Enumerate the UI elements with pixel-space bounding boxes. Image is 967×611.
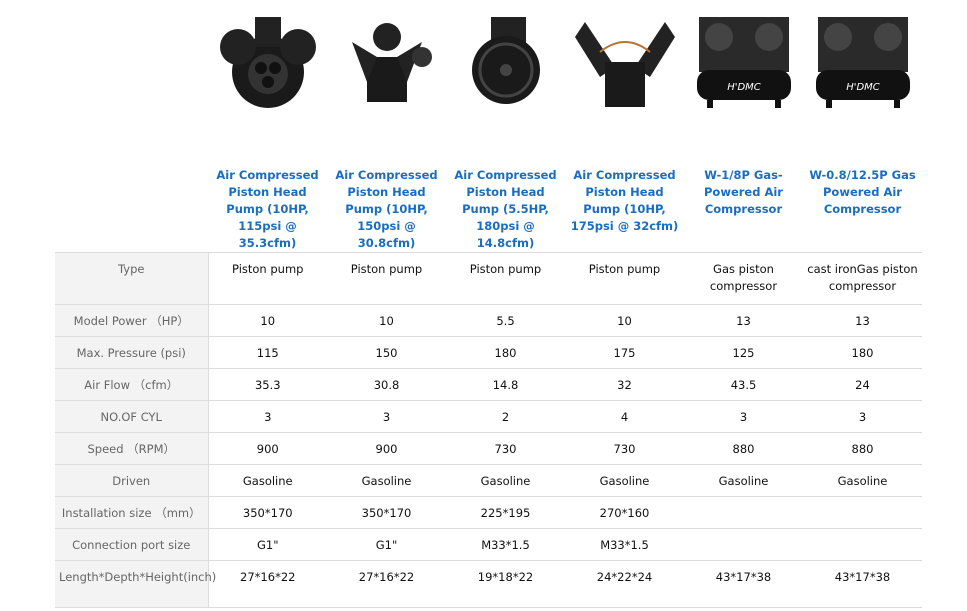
product-title-link[interactable]: Air Compressed Piston Head Pump (10HP, 1… bbox=[335, 168, 438, 250]
spec-label: Air Flow （cfm） bbox=[55, 368, 209, 401]
spec-value: Gasoline bbox=[446, 464, 565, 497]
spec-value: 730 bbox=[446, 432, 565, 465]
spec-value: 14.8 bbox=[446, 368, 565, 401]
spec-value: 270*160 bbox=[565, 496, 684, 529]
spec-value: G1" bbox=[208, 528, 327, 561]
spec-value: Piston pump bbox=[208, 252, 327, 305]
spec-value: Piston pump bbox=[446, 252, 565, 305]
spec-label: Length*Depth*Height(inch) bbox=[55, 560, 216, 608]
spec-value: 24 bbox=[803, 368, 922, 401]
spec-value: 4 bbox=[565, 400, 684, 433]
spec-row: Type Piston pump Piston pump Piston pump Pis… bbox=[55, 252, 922, 305]
spec-value: 43*17*38 bbox=[803, 560, 922, 608]
spec-value: Gasoline bbox=[208, 464, 327, 497]
spec-value: 180 bbox=[803, 336, 922, 369]
spec-label: Model Power （HP） bbox=[55, 304, 209, 337]
spec-value: M33*1.5 bbox=[565, 528, 684, 561]
product-title-link[interactable]: Air Compressed Piston Head Pump (5.5HP, … bbox=[454, 168, 557, 250]
spec-value: 27*16*22 bbox=[327, 560, 446, 608]
spec-value: 115 bbox=[208, 336, 327, 369]
spec-value: 10 bbox=[208, 304, 327, 337]
spec-value: Gas piston compressor bbox=[684, 252, 803, 305]
spec-value: 3 bbox=[208, 400, 327, 433]
spec-value: 880 bbox=[684, 432, 803, 465]
title-row: Air Compressed Piston Head Pump (10HP, 1… bbox=[55, 115, 922, 253]
image-row: H'DMC H'DMC bbox=[55, 0, 922, 115]
spec-value: 2 bbox=[446, 400, 565, 433]
product-image[interactable] bbox=[446, 0, 565, 115]
spec-label: NO.OF CYL bbox=[55, 400, 209, 433]
spec-label: Type bbox=[55, 252, 209, 305]
svg-text:H'DMC: H'DMC bbox=[727, 82, 761, 93]
spec-value: Gasoline bbox=[565, 464, 684, 497]
spec-value: 180 bbox=[446, 336, 565, 369]
spec-value: Gasoline bbox=[803, 464, 922, 497]
spec-value: 350*170 bbox=[208, 496, 327, 529]
product-title-link[interactable]: W-1/8P Gas-Powered Air Compressor bbox=[704, 168, 783, 216]
spec-label: Driven bbox=[55, 464, 209, 497]
spec-value: 10 bbox=[327, 304, 446, 337]
spec-label: Connection port size bbox=[55, 528, 209, 561]
spec-value: 10 bbox=[565, 304, 684, 337]
spec-value: G1" bbox=[327, 528, 446, 561]
spec-value: Piston pump bbox=[565, 252, 684, 305]
spec-row: Speed （RPM） 900 900 730 730 880 880 bbox=[55, 432, 922, 465]
spec-value: 730 bbox=[565, 432, 684, 465]
spec-value: 125 bbox=[684, 336, 803, 369]
spec-row: Air Flow （cfm） 35.3 30.8 14.8 32 43.5 24 bbox=[55, 368, 922, 401]
product-image[interactable] bbox=[327, 0, 446, 115]
spec-row: NO.OF CYL 3 3 2 4 3 3 bbox=[55, 400, 922, 433]
spec-value: 880 bbox=[803, 432, 922, 465]
spec-value: 150 bbox=[327, 336, 446, 369]
spec-value: 175 bbox=[565, 336, 684, 369]
spec-value: Gasoline bbox=[684, 464, 803, 497]
spec-row: Length*Depth*Height(inch) 27*16*22 27*16*2… bbox=[55, 560, 922, 608]
spec-row: Model Power （HP） 10 10 5.5 10 13 13 bbox=[55, 304, 922, 337]
spec-value: Piston pump bbox=[327, 252, 446, 305]
spec-value: Gasoline bbox=[327, 464, 446, 497]
spec-row: Max. Pressure (psi) 115 150 180 175 125 180 bbox=[55, 336, 922, 369]
spec-value bbox=[803, 496, 922, 529]
product-image[interactable]: H'DMC bbox=[684, 0, 803, 115]
spec-value: 13 bbox=[803, 304, 922, 337]
spec-value: 900 bbox=[208, 432, 327, 465]
spec-label: Speed （RPM） bbox=[55, 432, 209, 465]
svg-text:H'DMC: H'DMC bbox=[846, 82, 880, 93]
product-title-link[interactable]: W-0.8/12.5P Gas Powered Air Compressor bbox=[809, 168, 916, 216]
spec-value bbox=[803, 528, 922, 561]
spec-value: 24*22*24 bbox=[565, 560, 684, 608]
product-title-link[interactable]: Air Compressed Piston Head Pump (10HP, 1… bbox=[216, 168, 319, 250]
product-image[interactable]: H'DMC bbox=[803, 0, 922, 115]
spec-value: 350*170 bbox=[327, 496, 446, 529]
product-title-link[interactable]: Air Compressed Piston Head Pump (10HP, 1… bbox=[570, 168, 679, 233]
spec-value: 225*195 bbox=[446, 496, 565, 529]
spec-row: Installation size （mm） 350*170 350*170 225*… bbox=[55, 496, 922, 529]
spec-value: M33*1.5 bbox=[446, 528, 565, 561]
spec-value: 900 bbox=[327, 432, 446, 465]
spec-value: 3 bbox=[803, 400, 922, 433]
spec-value: 32 bbox=[565, 368, 684, 401]
spec-label: Installation size （mm） bbox=[55, 496, 209, 529]
spec-value: 5.5 bbox=[446, 304, 565, 337]
product-image[interactable] bbox=[565, 0, 684, 115]
spec-value bbox=[684, 496, 803, 529]
spec-value: 35.3 bbox=[208, 368, 327, 401]
spec-value: 27*16*22 bbox=[208, 560, 327, 608]
product-image[interactable] bbox=[208, 0, 327, 115]
comparison-table: H'DMC H'DMC Air Compressed Piston Head P… bbox=[55, 0, 922, 608]
spec-row: Driven Gasoline Gasoline Gasoline Gasoline Ga… bbox=[55, 464, 922, 497]
spec-value: 43.5 bbox=[684, 368, 803, 401]
spec-value: 3 bbox=[684, 400, 803, 433]
spec-value bbox=[684, 528, 803, 561]
spec-row: Connection port size G1" G1" M33*1.5 M33*1.5 bbox=[55, 528, 922, 561]
spec-value: 43*17*38 bbox=[684, 560, 803, 608]
spec-value: cast ironGas piston compressor bbox=[803, 252, 922, 305]
spec-label: Max. Pressure (psi) bbox=[55, 336, 209, 369]
spec-value: 19*18*22 bbox=[446, 560, 565, 608]
spec-value: 30.8 bbox=[327, 368, 446, 401]
spec-value: 3 bbox=[327, 400, 446, 433]
spec-value: 13 bbox=[684, 304, 803, 337]
